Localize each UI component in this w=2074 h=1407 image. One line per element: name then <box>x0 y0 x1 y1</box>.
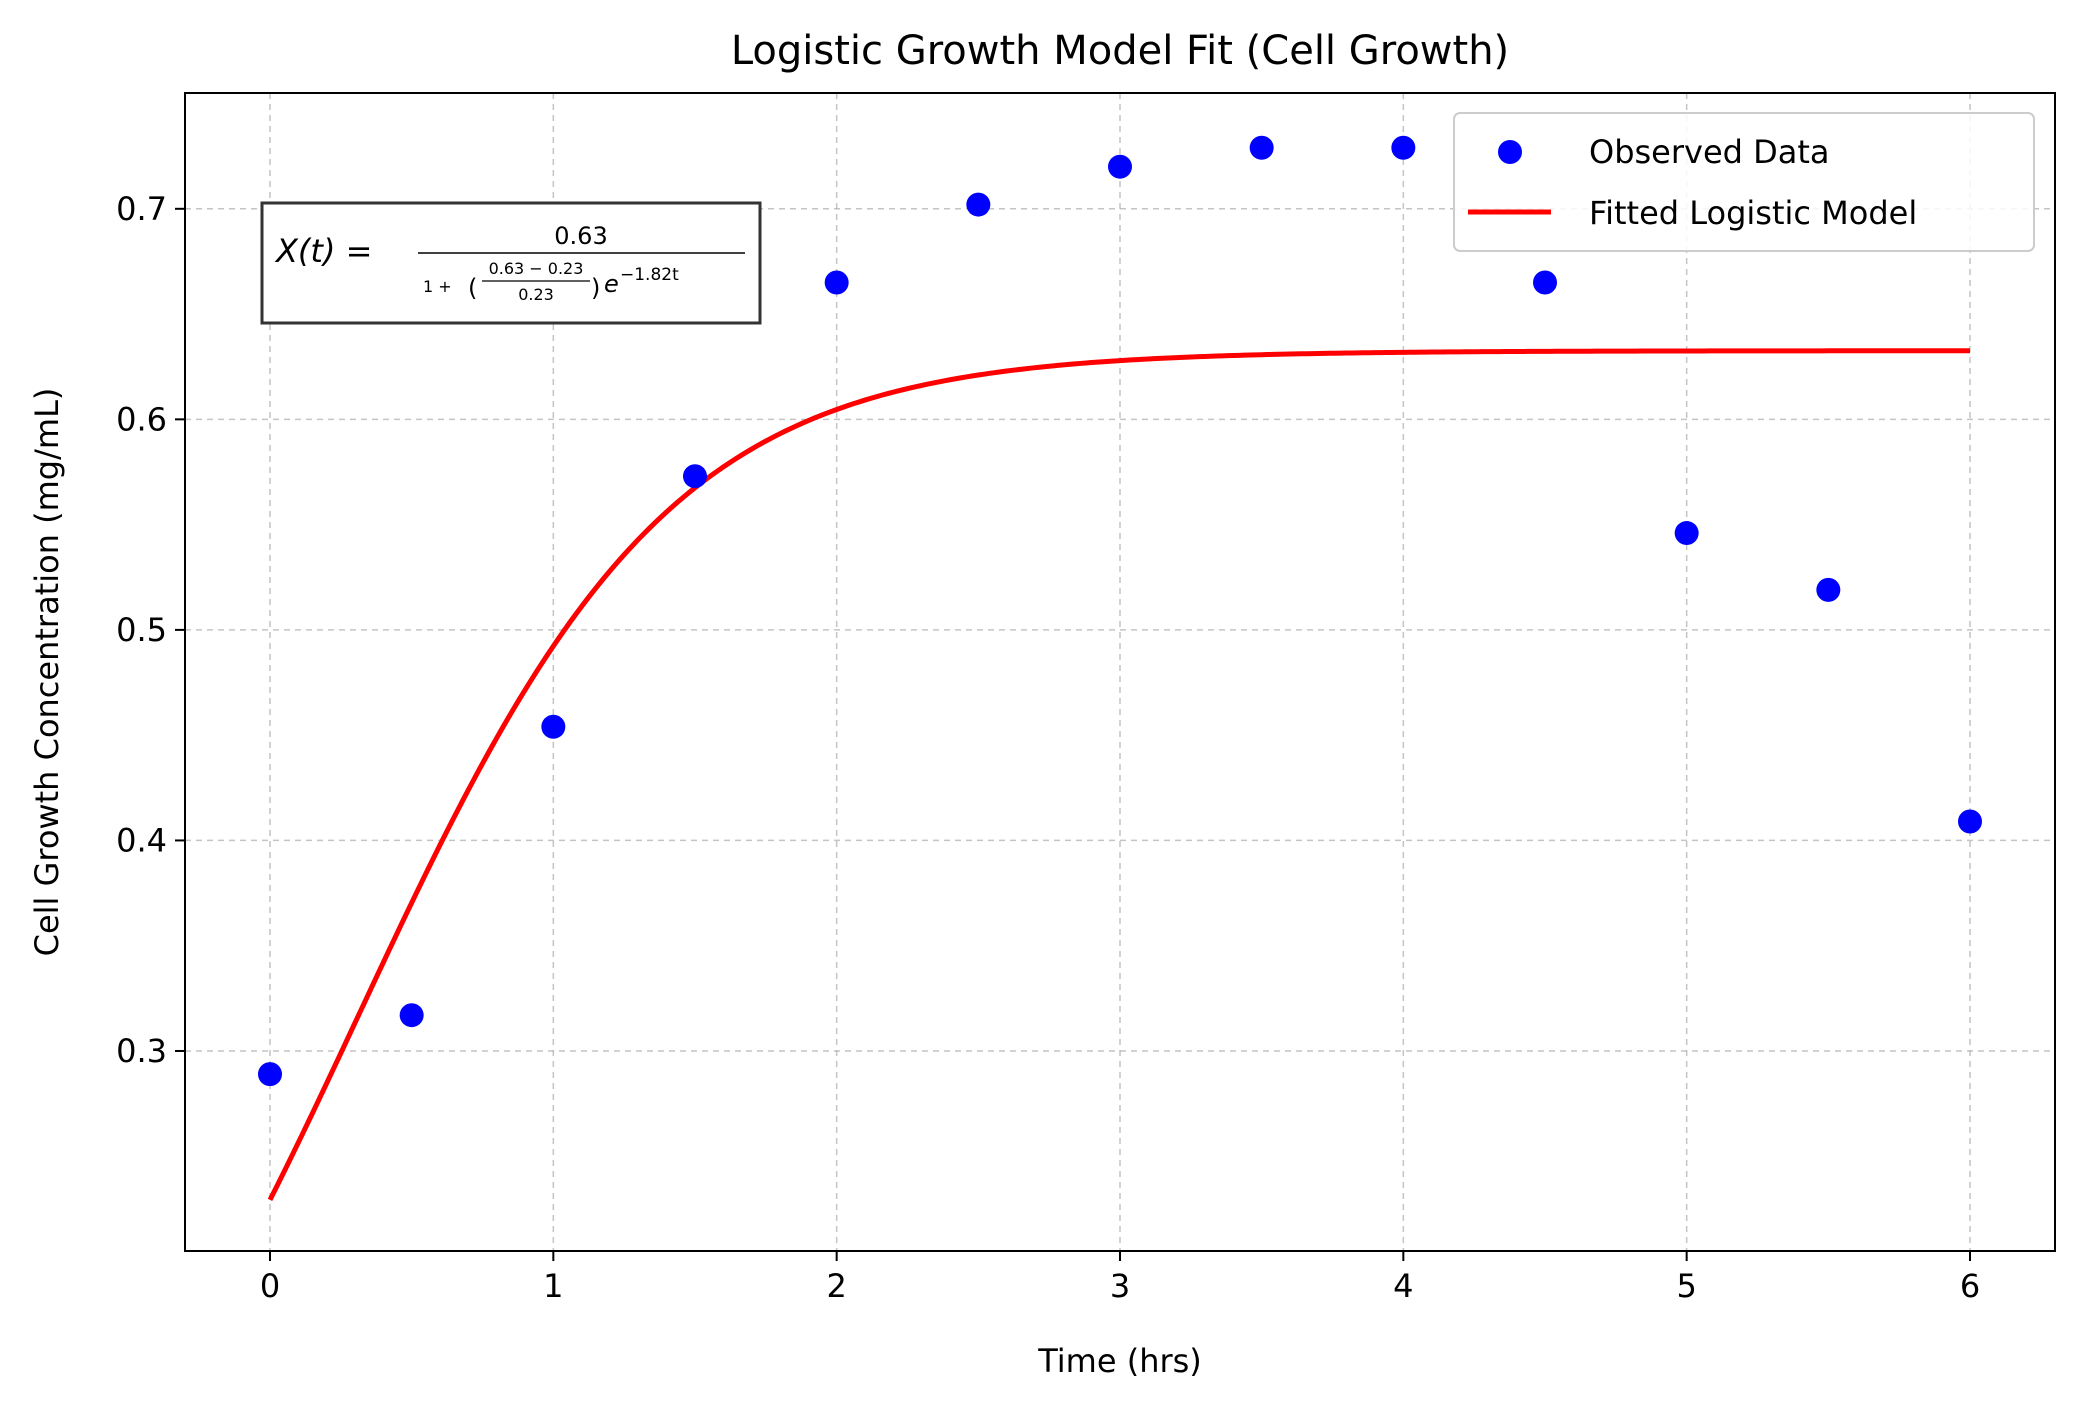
legend: Observed Data Fitted Logistic Model <box>1453 112 2035 252</box>
y-tick-label: 0.3 <box>116 1032 167 1070</box>
observed-point <box>1958 809 1982 834</box>
observed-point <box>966 192 991 217</box>
fitted-logistic-curve <box>267 348 1970 1201</box>
equation-inner-numerator: 0.63 − 0.23 <box>489 259 584 278</box>
equation-close-paren: ) <box>591 274 600 302</box>
x-tick-label: 1 <box>543 1267 563 1305</box>
chart-title: Logistic Growth Model Fit (Cell Growth) <box>731 28 1509 74</box>
x-axis-ticks: 0 1 2 3 4 5 6 <box>260 1251 1980 1305</box>
equation-numerator: 0.63 <box>554 222 607 250</box>
y-axis-ticks: 0.3 0.4 0.5 0.6 0.7 <box>116 190 185 1070</box>
observed-point <box>1533 270 1557 295</box>
y-tick-label: 0.6 <box>116 400 167 438</box>
equation-annotation: X(t) = 0.63 1 + ( 0.63 − 0.23 0.23 ) e −… <box>260 201 762 325</box>
observed-point <box>258 1062 282 1087</box>
observed-point <box>1816 577 1841 602</box>
equation-exp-base: e <box>604 270 619 298</box>
observed-point <box>683 464 707 489</box>
equation-inner-denominator: 0.23 <box>518 285 554 304</box>
y-tick-label: 0.4 <box>116 821 167 859</box>
y-tick-label: 0.5 <box>116 611 167 649</box>
legend-label-fitted: Fitted Logistic Model <box>1589 194 1917 232</box>
observed-point <box>1391 135 1416 160</box>
observed-point <box>541 714 566 739</box>
x-tick-label: 0 <box>260 1267 280 1305</box>
legend-frame <box>1453 112 2035 252</box>
equation-exp-power: −1.82t <box>620 265 679 285</box>
x-axis-label: Time (hrs) <box>1037 1342 1202 1380</box>
y-axis-label: Cell Growth Concentration (mg/mL) <box>28 388 66 957</box>
observed-point <box>824 270 849 295</box>
x-tick-label: 4 <box>1393 1267 1413 1305</box>
x-tick-label: 2 <box>826 1267 846 1305</box>
observed-point <box>1108 154 1132 179</box>
observed-data-points <box>258 135 1982 1087</box>
legend-label-observed: Observed Data <box>1589 133 1830 171</box>
x-tick-label: 3 <box>1110 1267 1130 1305</box>
x-tick-label: 6 <box>1960 1267 1980 1305</box>
equation-lhs: X(t) = <box>274 232 372 270</box>
observed-point <box>399 1003 424 1028</box>
equation-box <box>260 201 762 325</box>
observed-point <box>1674 521 1699 546</box>
fitted-line-path <box>267 348 1970 1201</box>
x-tick-label: 5 <box>1676 1267 1696 1305</box>
legend-marker-observed <box>1498 140 1522 164</box>
equation-open-paren: ( <box>468 274 477 302</box>
observed-point <box>1249 135 1274 160</box>
y-tick-label: 0.7 <box>116 190 167 228</box>
equation-denom-prefix: 1 + <box>423 277 452 296</box>
